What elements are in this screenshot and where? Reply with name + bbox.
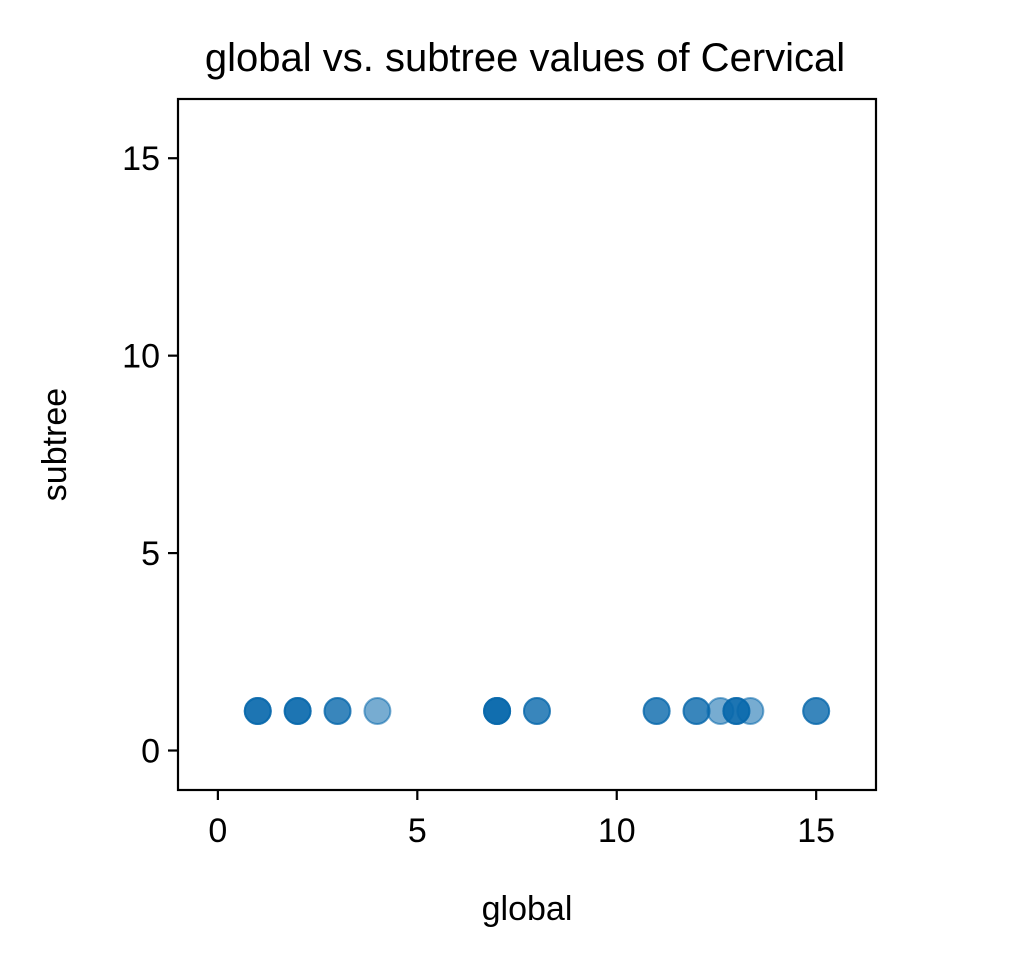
axes-frame [176,97,878,792]
scatter-point [243,697,272,726]
y-tick-label: 15 [122,140,160,178]
scatter-point [802,697,831,726]
scatter-point [363,697,392,726]
scatter-point [323,697,352,726]
y-axis: 0 5 10 15 [122,140,178,771]
plot-area [243,697,831,726]
chart-title: global vs. subtree values of Cervical [205,36,845,80]
scatter-point [522,697,551,726]
y-tick-label: 5 [141,535,160,573]
x-tick-label: 10 [598,812,636,850]
scatter-point [642,697,671,726]
y-tick-label: 0 [141,733,160,771]
scatter-point [736,697,765,726]
x-axis: 0 5 10 15 [208,790,835,850]
x-tick-label: 15 [797,812,835,850]
x-tick-label: 0 [208,812,227,850]
x-axis-label: global [482,890,573,928]
scatter-point [483,697,512,726]
y-axis-label: subtree [36,388,74,501]
scatter-point [682,697,711,726]
scatter-point [283,697,312,726]
x-tick-label: 5 [408,812,427,850]
y-tick-label: 10 [122,338,160,376]
